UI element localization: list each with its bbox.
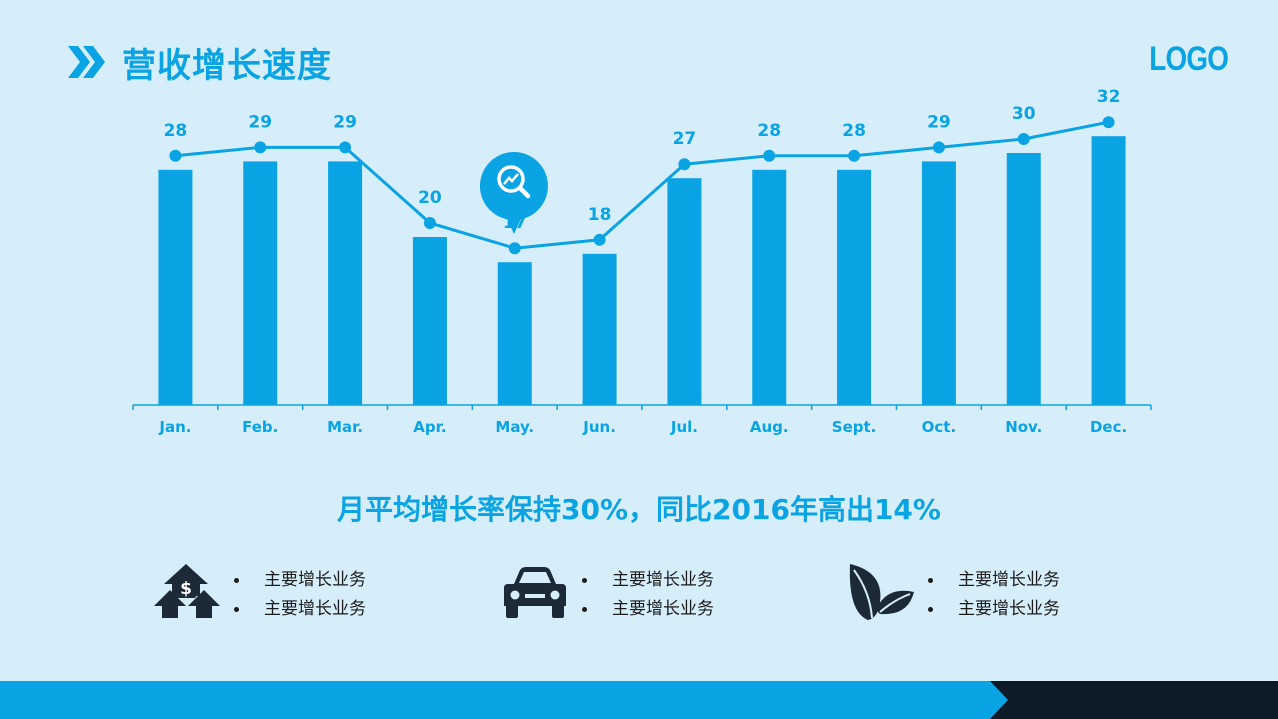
line-point — [169, 149, 182, 162]
double-chevron-icon — [68, 46, 105, 78]
line-point — [932, 141, 945, 154]
car-icon — [504, 567, 566, 618]
data-label: 20 — [418, 188, 442, 208]
data-label: 27 — [673, 129, 697, 149]
x-tick-label: Nov. — [1005, 418, 1042, 436]
bar-jan — [158, 169, 193, 405]
data-label: 29 — [333, 112, 357, 132]
trend-line — [175, 120, 1109, 250]
svg-text:$: $ — [180, 579, 192, 599]
x-tick-label: Aug. — [750, 418, 789, 436]
line-point — [593, 233, 606, 246]
line-point — [678, 158, 691, 171]
line-point — [339, 141, 352, 154]
line-point — [508, 242, 521, 255]
business-item: 主要增长业务 — [234, 566, 366, 595]
line-point — [1017, 133, 1030, 145]
bar-aug — [752, 169, 787, 405]
bar-mar — [328, 161, 363, 405]
line-point — [254, 141, 267, 154]
revenue-chart: 282929201718272828293032 Jan.Feb.Mar.Apr… — [132, 87, 1152, 436]
business-item: 主要增长业务 — [928, 595, 1060, 624]
x-tick-label: Mar. — [327, 418, 363, 436]
x-tick-label: Dec. — [1090, 418, 1127, 436]
data-label: 28 — [842, 121, 866, 141]
x-tick-label: Jun. — [582, 418, 616, 436]
x-tick-label: Apr. — [413, 418, 446, 436]
x-tick-label: Oct. — [922, 418, 957, 436]
business-list-2: 主要增长业务 主要增长业务 — [582, 566, 714, 624]
footer-bar — [0, 681, 1010, 719]
data-label: 29 — [248, 112, 272, 132]
x-tick-label: May. — [495, 418, 534, 436]
x-tick-label: Jul. — [670, 418, 698, 436]
logo: LOGO — [1149, 40, 1229, 78]
page-title: 营收增长速度 — [122, 46, 332, 86]
data-label: 28 — [757, 121, 781, 141]
money-house-icon: $ — [154, 564, 220, 618]
bar-apr — [412, 237, 447, 405]
business-list-1: 主要增长业务 主要增长业务 — [234, 566, 366, 624]
data-label: 28 — [164, 121, 188, 141]
bar-sept — [837, 169, 872, 405]
summary-text: 月平均增长率保持30%，同比2016年高出14% — [337, 493, 941, 526]
x-tick-label: Sept. — [832, 418, 877, 436]
business-item: 主要增长业务 — [928, 566, 1060, 595]
bar-dec — [1091, 136, 1126, 405]
data-label: 29 — [927, 112, 951, 132]
line-point — [848, 149, 861, 162]
leaf-icon — [849, 564, 914, 620]
business-list-3: 主要增长业务 主要增长业务 — [928, 566, 1060, 624]
data-label: 18 — [588, 205, 612, 225]
line-point — [763, 149, 776, 162]
bar-jun — [582, 253, 617, 405]
line-point — [423, 217, 436, 229]
data-label: 32 — [1097, 87, 1121, 107]
x-tick-label: Feb. — [242, 418, 278, 436]
footer-accent — [990, 681, 1278, 719]
bar-feb — [243, 161, 278, 405]
bar-nov — [1006, 153, 1041, 405]
bar-may — [497, 262, 532, 405]
line-point — [1102, 116, 1115, 129]
data-label: 30 — [1012, 104, 1036, 124]
business-item: 主要增长业务 — [234, 595, 366, 624]
x-tick-label: Jan. — [158, 418, 191, 436]
bar-oct — [921, 161, 956, 405]
bar-jul — [667, 178, 702, 405]
magnifier-trend-pin-icon — [479, 152, 548, 234]
business-item: 主要增长业务 — [582, 595, 714, 624]
business-item: 主要增长业务 — [582, 566, 714, 595]
